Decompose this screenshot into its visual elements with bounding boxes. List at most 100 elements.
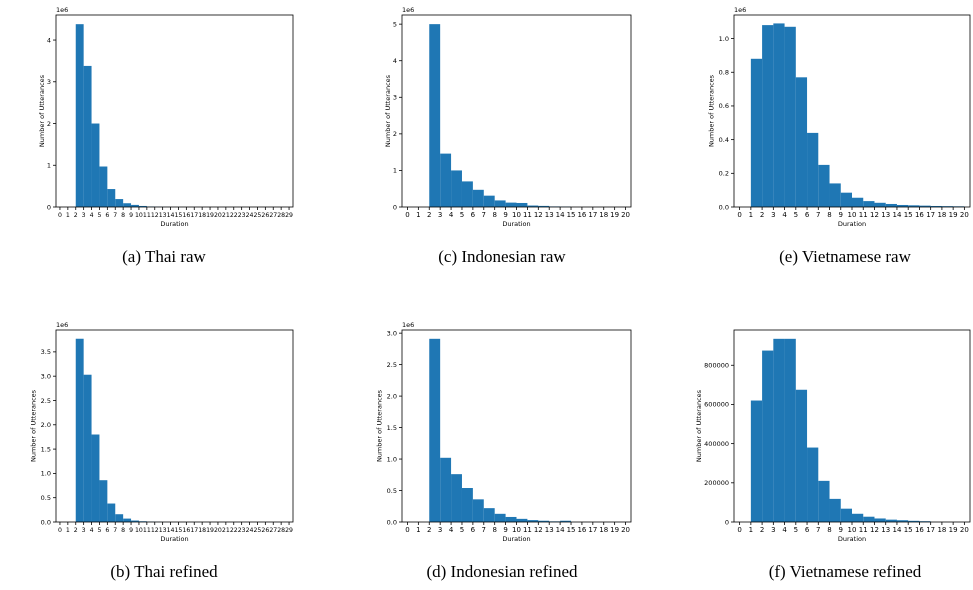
bar-vietnamese-refined-7 — [830, 499, 841, 522]
x-axis-label-vietnamese-raw: Duration — [838, 220, 866, 228]
x-tick-label-thai-refined-6: 6 — [105, 527, 109, 534]
bar-thai-raw-4 — [107, 189, 115, 207]
x-tick-label-vietnamese-refined-1: 1 — [749, 526, 753, 534]
x-tick-label-indonesian-raw-14: 14 — [556, 211, 565, 219]
bar-vietnamese-raw-6 — [818, 165, 829, 207]
x-tick-label-vietnamese-raw-20: 20 — [960, 211, 969, 219]
y-tick-label-vietnamese-raw-3: 0.6 — [719, 102, 729, 110]
x-tick-label-vietnamese-raw-13: 13 — [881, 211, 890, 219]
x-tick-label-thai-raw-16: 16 — [182, 212, 190, 219]
x-tick-label-thai-refined-5: 5 — [97, 527, 101, 534]
offset-label-vietnamese-raw: 1e6 — [734, 6, 746, 14]
x-tick-label-thai-refined-18: 18 — [198, 527, 206, 534]
x-tick-label-thai-raw-12: 12 — [151, 212, 159, 219]
x-tick-label-vietnamese-refined-0: 0 — [737, 526, 741, 534]
bar-thai-raw-1 — [84, 66, 92, 207]
x-tick-label-indonesian-raw-20: 20 — [621, 211, 630, 219]
x-tick-label-thai-refined-29: 29 — [285, 527, 293, 534]
x-tick-label-thai-refined-1: 1 — [66, 527, 70, 534]
x-tick-label-thai-refined-14: 14 — [167, 527, 175, 534]
x-tick-label-thai-refined-21: 21 — [222, 527, 230, 534]
x-tick-label-indonesian-refined-2: 2 — [427, 526, 431, 534]
x-tick-label-vietnamese-refined-4: 4 — [782, 526, 787, 534]
bar-vietnamese-raw-11 — [874, 203, 885, 207]
x-tick-label-thai-refined-3: 3 — [82, 527, 86, 534]
x-tick-label-vietnamese-raw-2: 2 — [760, 211, 764, 219]
x-tick-label-indonesian-raw-6: 6 — [471, 211, 476, 219]
x-tick-label-thai-refined-28: 28 — [277, 527, 285, 534]
bar-thai-refined-5 — [115, 514, 123, 522]
x-tick-label-thai-raw-26: 26 — [261, 212, 269, 219]
bar-thai-refined-4 — [107, 504, 115, 522]
bar-vietnamese-raw-12 — [886, 204, 897, 207]
caption-vietnamese-refined: (f) Vietnamese refined — [695, 562, 973, 582]
x-tick-label-indonesian-refined-8: 8 — [492, 526, 496, 534]
y-tick-label-vietnamese-raw-5: 1.0 — [719, 35, 729, 43]
x-tick-label-indonesian-refined-0: 0 — [405, 526, 409, 534]
x-tick-label-thai-refined-4: 4 — [90, 527, 94, 534]
y-tick-label-thai-raw-3: 3 — [47, 78, 51, 86]
x-axis-label-vietnamese-refined: Duration — [838, 535, 866, 543]
x-tick-label-thai-raw-5: 5 — [97, 212, 101, 219]
y-tick-label-vietnamese-refined-1: 200000 — [704, 479, 729, 487]
y-tick-label-thai-refined-1: 0.5 — [41, 494, 51, 502]
x-tick-label-indonesian-refined-10: 10 — [512, 526, 521, 534]
x-tick-label-indonesian-refined-13: 13 — [545, 526, 554, 534]
x-tick-label-thai-raw-28: 28 — [277, 212, 285, 219]
x-tick-label-vietnamese-refined-16: 16 — [915, 526, 924, 534]
x-tick-label-vietnamese-refined-18: 18 — [937, 526, 946, 534]
y-tick-label-indonesian-raw-1: 1 — [393, 167, 397, 175]
y-tick-label-indonesian-refined-2: 1.0 — [387, 455, 397, 463]
caption-indonesian-refined: (d) Indonesian refined — [352, 562, 652, 582]
y-tick-label-thai-raw-2: 2 — [47, 120, 51, 128]
offset-label-thai-refined: 1e6 — [56, 321, 68, 329]
caption-indonesian-raw: (c) Indonesian raw — [352, 247, 652, 267]
bar-vietnamese-raw-7 — [830, 183, 841, 207]
y-tick-label-indonesian-refined-0: 0.0 — [387, 518, 397, 526]
y-tick-label-indonesian-refined-6: 3.0 — [387, 329, 397, 337]
x-tick-label-thai-raw-21: 21 — [222, 212, 230, 219]
x-tick-label-vietnamese-refined-8: 8 — [827, 526, 831, 534]
x-tick-label-vietnamese-raw-18: 18 — [937, 211, 946, 219]
x-tick-label-indonesian-raw-8: 8 — [492, 211, 496, 219]
x-tick-label-vietnamese-raw-6: 6 — [805, 211, 810, 219]
x-tick-label-vietnamese-refined-14: 14 — [892, 526, 901, 534]
bar-thai-raw-6 — [123, 203, 131, 207]
y-axis-label-vietnamese-raw: Number of Utterances — [707, 74, 715, 147]
bar-indonesian-refined-7 — [506, 517, 517, 522]
x-tick-label-thai-raw-10: 10 — [135, 212, 143, 219]
x-tick-label-indonesian-refined-11: 11 — [523, 526, 532, 534]
x-tick-label-thai-raw-18: 18 — [198, 212, 206, 219]
bar-indonesian-refined-2 — [451, 474, 462, 522]
bar-vietnamese-raw-4 — [796, 77, 807, 207]
x-tick-label-thai-refined-10: 10 — [135, 527, 143, 534]
bar-vietnamese-refined-5 — [807, 448, 818, 522]
y-tick-label-indonesian-raw-3: 3 — [393, 94, 397, 102]
bar-indonesian-raw-8 — [517, 203, 528, 207]
x-tick-label-thai-raw-13: 13 — [159, 212, 167, 219]
x-tick-label-vietnamese-raw-4: 4 — [782, 211, 787, 219]
x-tick-label-indonesian-refined-12: 12 — [534, 526, 543, 534]
x-tick-label-indonesian-refined-19: 19 — [610, 526, 619, 534]
x-tick-label-indonesian-raw-11: 11 — [523, 211, 532, 219]
bar-indonesian-refined-6 — [495, 514, 506, 522]
x-tick-label-thai-refined-16: 16 — [182, 527, 190, 534]
y-tick-label-vietnamese-raw-1: 0.2 — [719, 170, 729, 178]
x-tick-label-vietnamese-raw-10: 10 — [848, 211, 857, 219]
x-tick-label-indonesian-raw-18: 18 — [599, 211, 608, 219]
x-tick-label-thai-raw-15: 15 — [175, 212, 183, 219]
bar-indonesian-refined-8 — [517, 519, 528, 522]
x-tick-label-thai-refined-9: 9 — [129, 527, 133, 534]
x-tick-label-vietnamese-raw-11: 11 — [859, 211, 868, 219]
x-tick-label-vietnamese-refined-11: 11 — [859, 526, 868, 534]
y-tick-label-thai-raw-1: 1 — [47, 162, 51, 170]
x-tick-label-vietnamese-raw-3: 3 — [771, 211, 775, 219]
bar-indonesian-raw-2 — [451, 170, 462, 207]
x-tick-label-thai-refined-11: 11 — [143, 527, 151, 534]
